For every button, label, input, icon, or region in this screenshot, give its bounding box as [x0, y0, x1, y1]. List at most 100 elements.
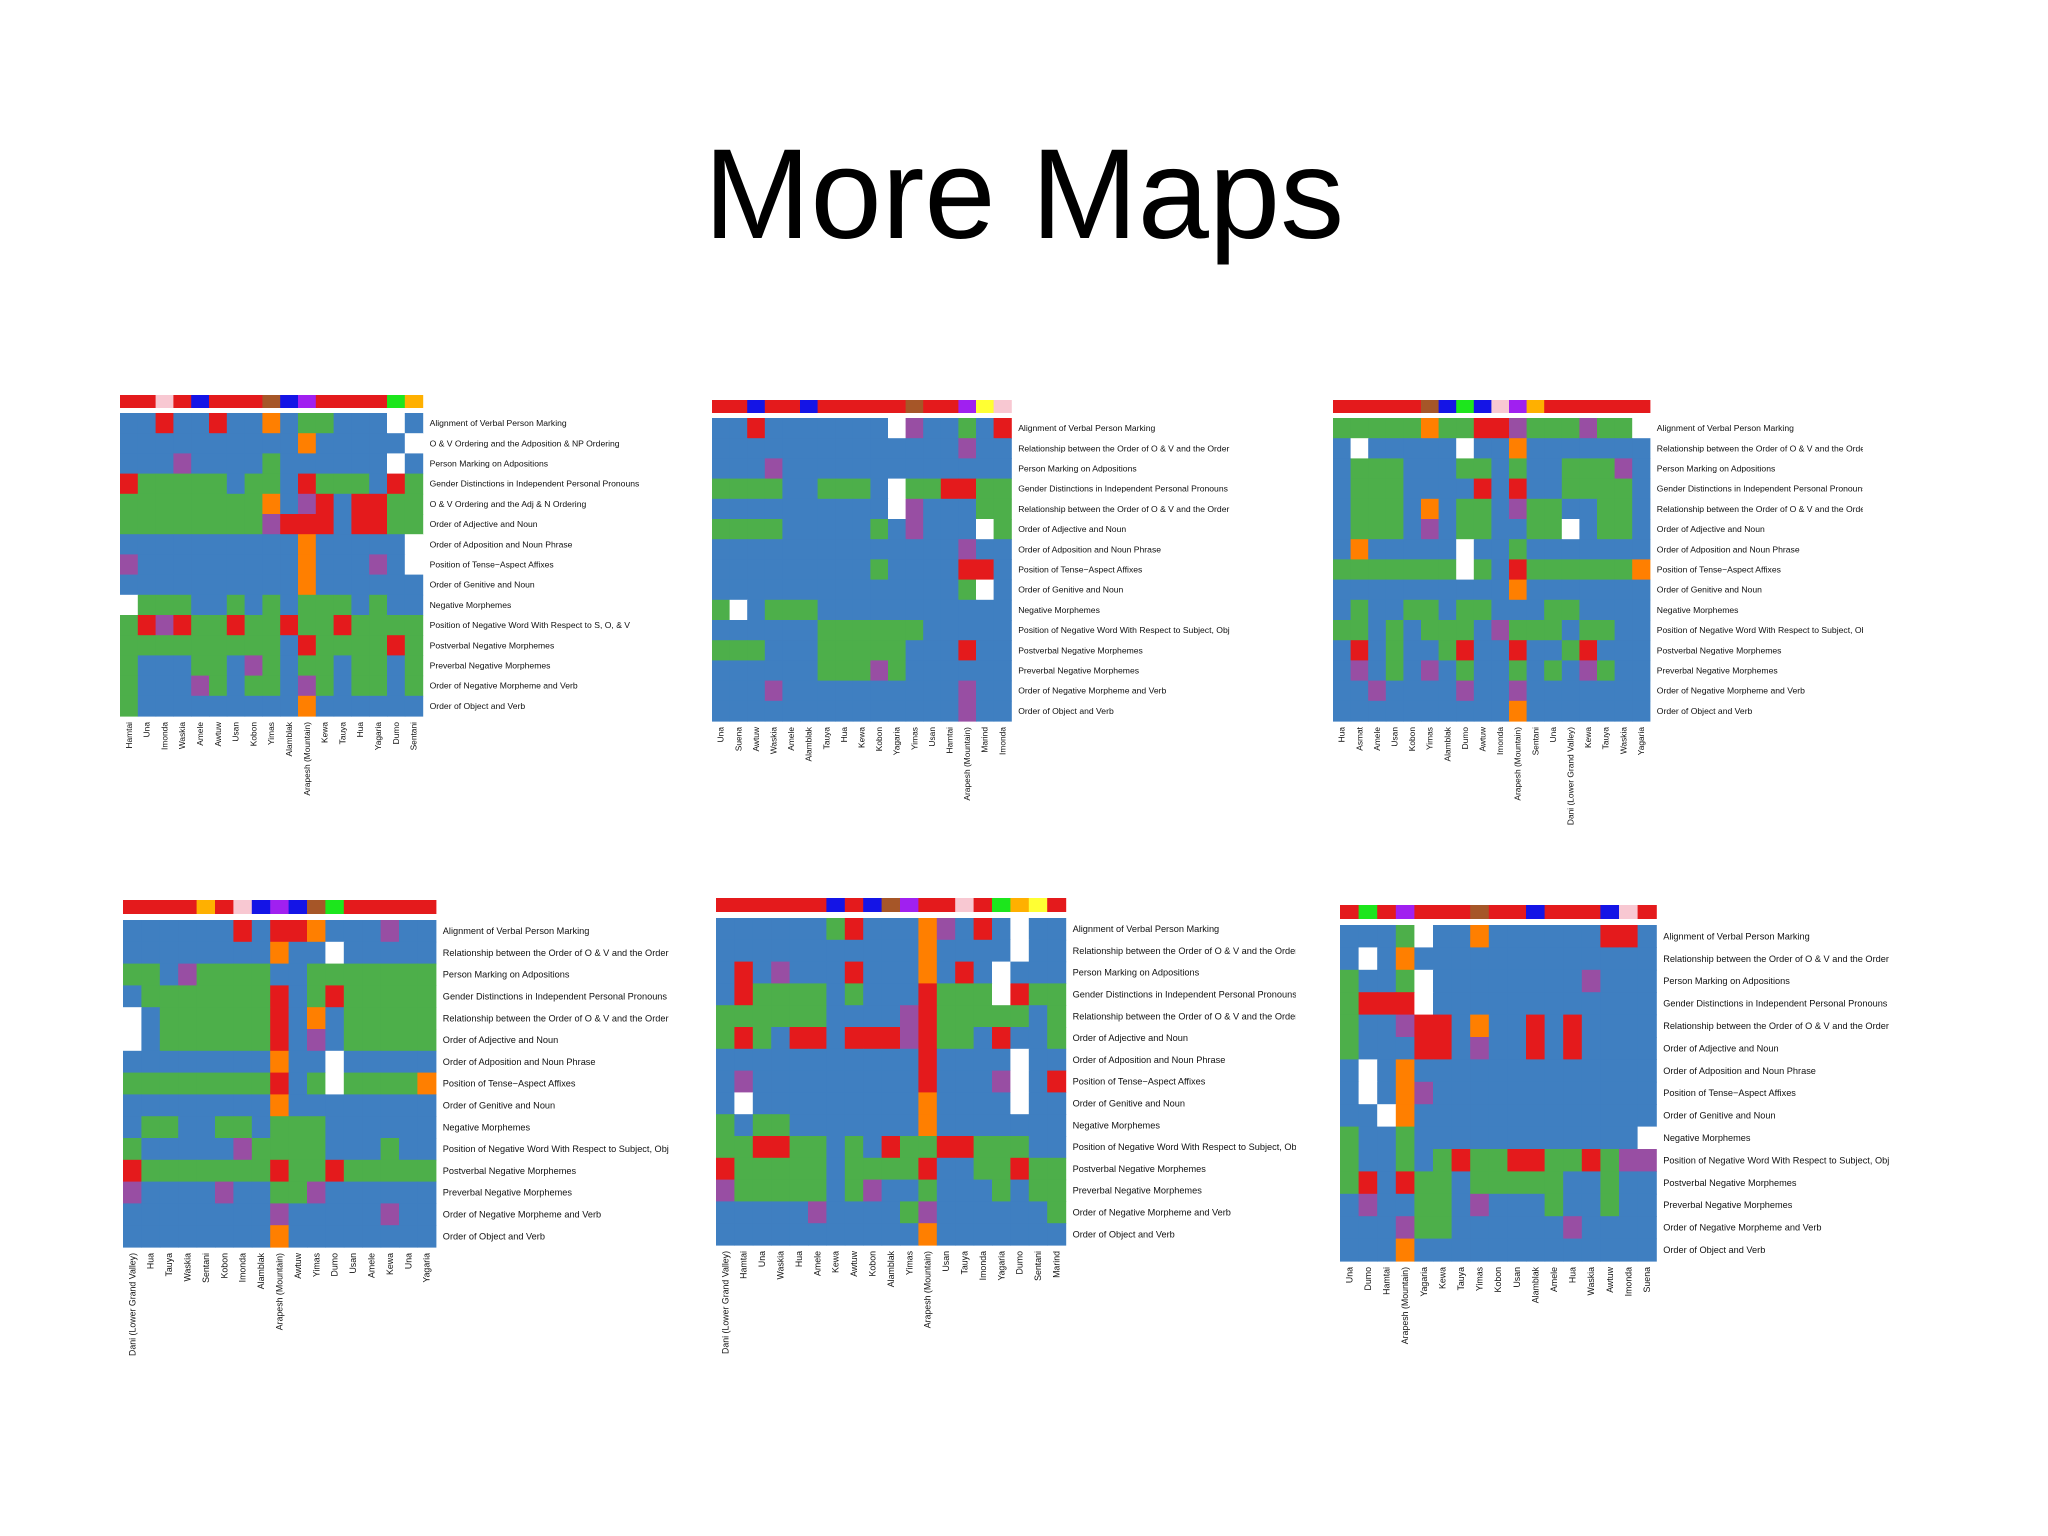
heatmap-cell: [417, 1007, 437, 1030]
column-label: Usan: [927, 727, 937, 747]
heatmap-cell: [1377, 1104, 1397, 1128]
heatmap-cell: [1632, 519, 1651, 540]
heatmap-cell: [1526, 1149, 1546, 1172]
heatmap-cell: [1385, 458, 1404, 480]
row-label: Order of Adjective and Noun: [1018, 524, 1126, 534]
heatmap-cell: [1597, 458, 1616, 480]
heatmap-cell: [191, 554, 210, 576]
heatmap-cell: [1421, 478, 1440, 500]
category-bar-cell: [789, 898, 809, 912]
heatmap-cell: [1028, 939, 1048, 963]
heatmap-cell: [333, 413, 352, 434]
heatmap-cell: [993, 620, 1012, 641]
heatmap-cell: [826, 1048, 846, 1072]
column-label: Tauya: [164, 1253, 174, 1277]
column-label: Hamtai: [739, 1251, 749, 1279]
heatmap-cell: [1421, 599, 1440, 621]
heatmap-cell: [1451, 925, 1471, 948]
heatmap-cell: [1544, 947, 1564, 971]
category-bar-cell: [191, 395, 210, 408]
heatmap-cell: [1507, 1171, 1527, 1195]
column-label: Imonda: [238, 1253, 248, 1282]
heatmap-cell: [800, 660, 819, 682]
heatmap-cell: [1509, 640, 1528, 661]
heatmap-cell: [215, 1203, 234, 1226]
heatmap-cell: [955, 1027, 975, 1050]
heatmap-cell: [808, 1201, 827, 1224]
heatmap-cell: [325, 1159, 345, 1183]
heatmap-cell: [992, 1201, 1011, 1224]
column-label: Amele: [812, 1251, 822, 1276]
heatmap-cell: [251, 1138, 271, 1161]
heatmap-cell: [362, 1225, 382, 1248]
heatmap-cell: [244, 695, 263, 717]
category-bar-cell: [159, 900, 179, 914]
heatmap-cell: [209, 574, 228, 596]
heatmap-cell: [752, 939, 772, 963]
heatmap-cell: [1358, 1126, 1378, 1150]
column-label: Amele: [1372, 727, 1382, 751]
category-bar-cell: [380, 900, 400, 914]
heatmap-cell: [1333, 438, 1352, 459]
heatmap-cell: [159, 1159, 179, 1183]
heatmap-cell: [333, 655, 352, 677]
heatmap-cell: [315, 514, 335, 535]
heatmap-cell: [993, 478, 1012, 500]
heatmap-cell: [752, 1136, 772, 1159]
heatmap-cell: [923, 418, 942, 439]
category-bar-cell: [764, 400, 783, 413]
heatmap-cell: [280, 493, 299, 515]
heatmap-cell: [1581, 1238, 1601, 1262]
heatmap-cell: [1637, 1238, 1657, 1262]
heatmap-cell: [888, 660, 907, 682]
column-label: Arapesh (Mountain): [1513, 727, 1523, 801]
heatmap-cell: [262, 695, 281, 717]
heatmap-cell: [1010, 1048, 1030, 1072]
heatmap-cell: [1350, 640, 1369, 661]
heatmap-cell: [307, 985, 326, 1008]
heatmap-cell: [835, 438, 854, 459]
category-bar-cell: [387, 395, 406, 408]
heatmap-cell: [155, 655, 174, 677]
heatmap-cell: [288, 1138, 308, 1161]
heatmap-cell: [955, 1157, 975, 1181]
heatmap-cell: [936, 1201, 956, 1224]
row-label: Position of Negative Word With Respect t…: [1657, 625, 1863, 635]
heatmap-cell: [863, 1005, 883, 1028]
heatmap-cell: [1414, 947, 1434, 971]
heatmap-cell: [1581, 947, 1601, 971]
heatmap-cell: [315, 655, 335, 677]
heatmap-cell: [1395, 1059, 1415, 1083]
heatmap-cell: [1368, 458, 1387, 480]
row-label: Gender Distinctions in Independent Perso…: [1073, 990, 1296, 1000]
heatmap-cell: [155, 554, 174, 576]
heatmap-cell: [1358, 947, 1378, 971]
heatmap-cell: [808, 939, 827, 963]
heatmap-cell: [123, 1203, 142, 1226]
heatmap-cell: [404, 493, 424, 515]
heatmap-cell: [1526, 519, 1545, 540]
heatmap-cell: [716, 1136, 735, 1159]
heatmap-cell: [1637, 1216, 1657, 1240]
heatmap-cell: [315, 534, 335, 555]
heatmap-cell: [764, 458, 783, 480]
heatmap-cell: [380, 1094, 400, 1117]
heatmap-cell: [771, 939, 791, 963]
heatmap-cell: [1544, 680, 1563, 702]
heatmap-cell: [771, 1070, 791, 1093]
heatmap-cell: [992, 1223, 1011, 1246]
heatmap-cell: [729, 418, 748, 439]
heatmap-cell: [123, 1225, 142, 1248]
heatmap-cell: [120, 635, 139, 656]
row-label: Order of Adjective and Noun: [430, 519, 538, 529]
column-label: Hua: [839, 727, 849, 743]
heatmap-cell: [1403, 680, 1422, 702]
heatmap-cell: [844, 1114, 864, 1137]
heatmap-cell: [1414, 925, 1434, 948]
row-label: Order of Negative Morpheme and Verb: [1663, 1223, 1821, 1233]
heatmap-cell: [905, 599, 924, 621]
category-bar-cell: [800, 400, 819, 413]
heatmap-cell: [1358, 1216, 1378, 1240]
heatmap-cell: [137, 574, 157, 596]
heatmap-cell: [387, 675, 406, 697]
